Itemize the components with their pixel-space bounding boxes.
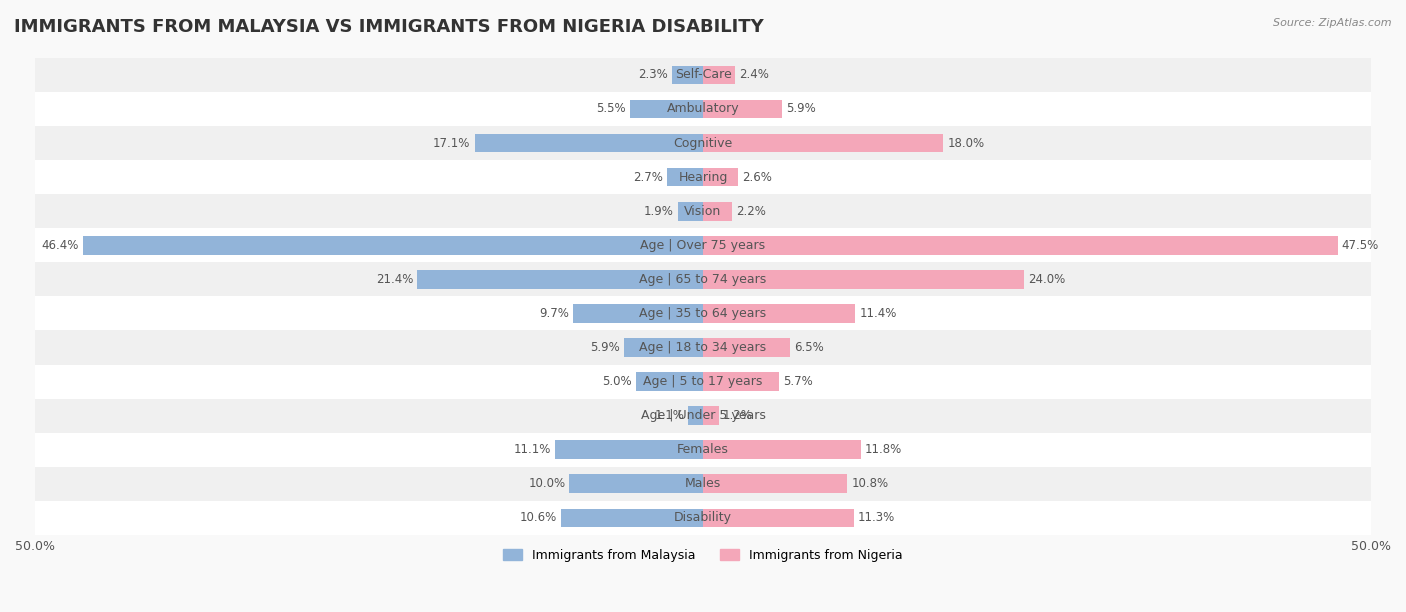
Text: Age | Over 75 years: Age | Over 75 years [641,239,765,252]
Text: Females: Females [678,443,728,457]
Bar [672,65,703,84]
Text: 2.7%: 2.7% [633,171,662,184]
Text: Vision: Vision [685,204,721,218]
Bar [703,474,848,493]
Text: 2.6%: 2.6% [742,171,772,184]
Text: Age | 5 to 17 years: Age | 5 to 17 years [644,375,762,388]
Text: Age | 65 to 74 years: Age | 65 to 74 years [640,273,766,286]
Text: 5.9%: 5.9% [786,102,815,116]
Bar [703,133,943,152]
Bar [83,236,703,255]
Text: 1.2%: 1.2% [723,409,754,422]
Text: 2.2%: 2.2% [737,204,766,218]
Bar [35,126,1371,160]
Bar [678,202,703,220]
Text: 47.5%: 47.5% [1341,239,1379,252]
Text: 11.3%: 11.3% [858,512,896,524]
Bar [703,406,718,425]
Text: 5.5%: 5.5% [596,102,626,116]
Text: 24.0%: 24.0% [1028,273,1064,286]
Text: Self-Care: Self-Care [675,69,731,81]
Bar [561,509,703,528]
Legend: Immigrants from Malaysia, Immigrants from Nigeria: Immigrants from Malaysia, Immigrants fro… [498,544,908,567]
Text: 11.1%: 11.1% [513,443,551,457]
Text: 46.4%: 46.4% [42,239,79,252]
Bar [35,58,1371,92]
Bar [689,406,703,425]
Text: 10.0%: 10.0% [529,477,565,490]
Text: 10.6%: 10.6% [520,512,557,524]
Bar [35,228,1371,263]
Text: Age | 35 to 64 years: Age | 35 to 64 years [640,307,766,320]
Text: 11.4%: 11.4% [859,307,897,320]
Text: Cognitive: Cognitive [673,136,733,149]
Bar [703,372,779,391]
Text: 5.7%: 5.7% [783,375,813,388]
Text: 11.8%: 11.8% [865,443,901,457]
Bar [35,398,1371,433]
Text: Age | 18 to 34 years: Age | 18 to 34 years [640,341,766,354]
Bar [703,441,860,459]
Bar [35,92,1371,126]
Bar [35,365,1371,398]
Text: 5.9%: 5.9% [591,341,620,354]
Text: Males: Males [685,477,721,490]
Bar [35,160,1371,194]
Text: 1.1%: 1.1% [654,409,685,422]
Text: 1.9%: 1.9% [644,204,673,218]
Bar [35,467,1371,501]
Text: 2.4%: 2.4% [740,69,769,81]
Bar [703,338,790,357]
Text: Ambulatory: Ambulatory [666,102,740,116]
Bar [624,338,703,357]
Text: 2.3%: 2.3% [638,69,668,81]
Text: 9.7%: 9.7% [540,307,569,320]
Text: 18.0%: 18.0% [948,136,984,149]
Bar [555,441,703,459]
Text: 5.0%: 5.0% [603,375,633,388]
Text: 10.8%: 10.8% [851,477,889,490]
Bar [636,372,703,391]
Text: Disability: Disability [673,512,733,524]
Text: IMMIGRANTS FROM MALAYSIA VS IMMIGRANTS FROM NIGERIA DISABILITY: IMMIGRANTS FROM MALAYSIA VS IMMIGRANTS F… [14,18,763,36]
Bar [703,100,782,118]
Bar [35,330,1371,365]
Bar [703,304,855,323]
Bar [569,474,703,493]
Text: 17.1%: 17.1% [433,136,471,149]
Bar [574,304,703,323]
Text: Age | Under 5 years: Age | Under 5 years [641,409,765,422]
Bar [35,501,1371,535]
Bar [703,168,738,187]
Text: 21.4%: 21.4% [375,273,413,286]
Text: 6.5%: 6.5% [794,341,824,354]
Text: Hearing: Hearing [678,171,728,184]
Bar [35,263,1371,296]
Bar [703,270,1024,289]
Bar [475,133,703,152]
Bar [630,100,703,118]
Bar [703,236,1337,255]
Bar [703,65,735,84]
Bar [703,509,853,528]
Bar [703,202,733,220]
Bar [418,270,703,289]
Bar [35,433,1371,467]
Bar [35,296,1371,330]
Bar [666,168,703,187]
Bar [35,194,1371,228]
Text: Source: ZipAtlas.com: Source: ZipAtlas.com [1274,18,1392,28]
